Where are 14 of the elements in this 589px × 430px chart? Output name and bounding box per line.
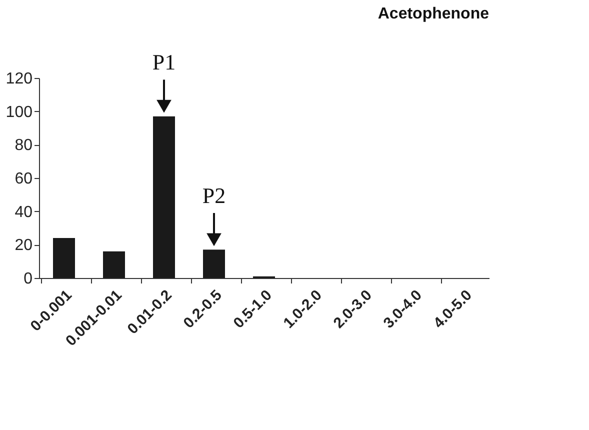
chart-title: Acetophenone	[378, 6, 490, 23]
annotation: P2	[202, 183, 226, 208]
y-tick-label: 100	[6, 104, 33, 121]
bar	[153, 116, 175, 278]
bar	[103, 251, 125, 278]
y-tick-label: 20	[14, 237, 33, 254]
y-tick-label: 120	[6, 70, 33, 88]
bar	[53, 238, 75, 278]
annotation: P1	[152, 50, 176, 75]
y-tick-label: 60	[14, 170, 33, 188]
y-tick-label: 80	[14, 137, 33, 154]
y-tick-label: 40	[14, 204, 33, 221]
y-tick-label: 0	[24, 270, 33, 288]
bar	[203, 250, 225, 278]
